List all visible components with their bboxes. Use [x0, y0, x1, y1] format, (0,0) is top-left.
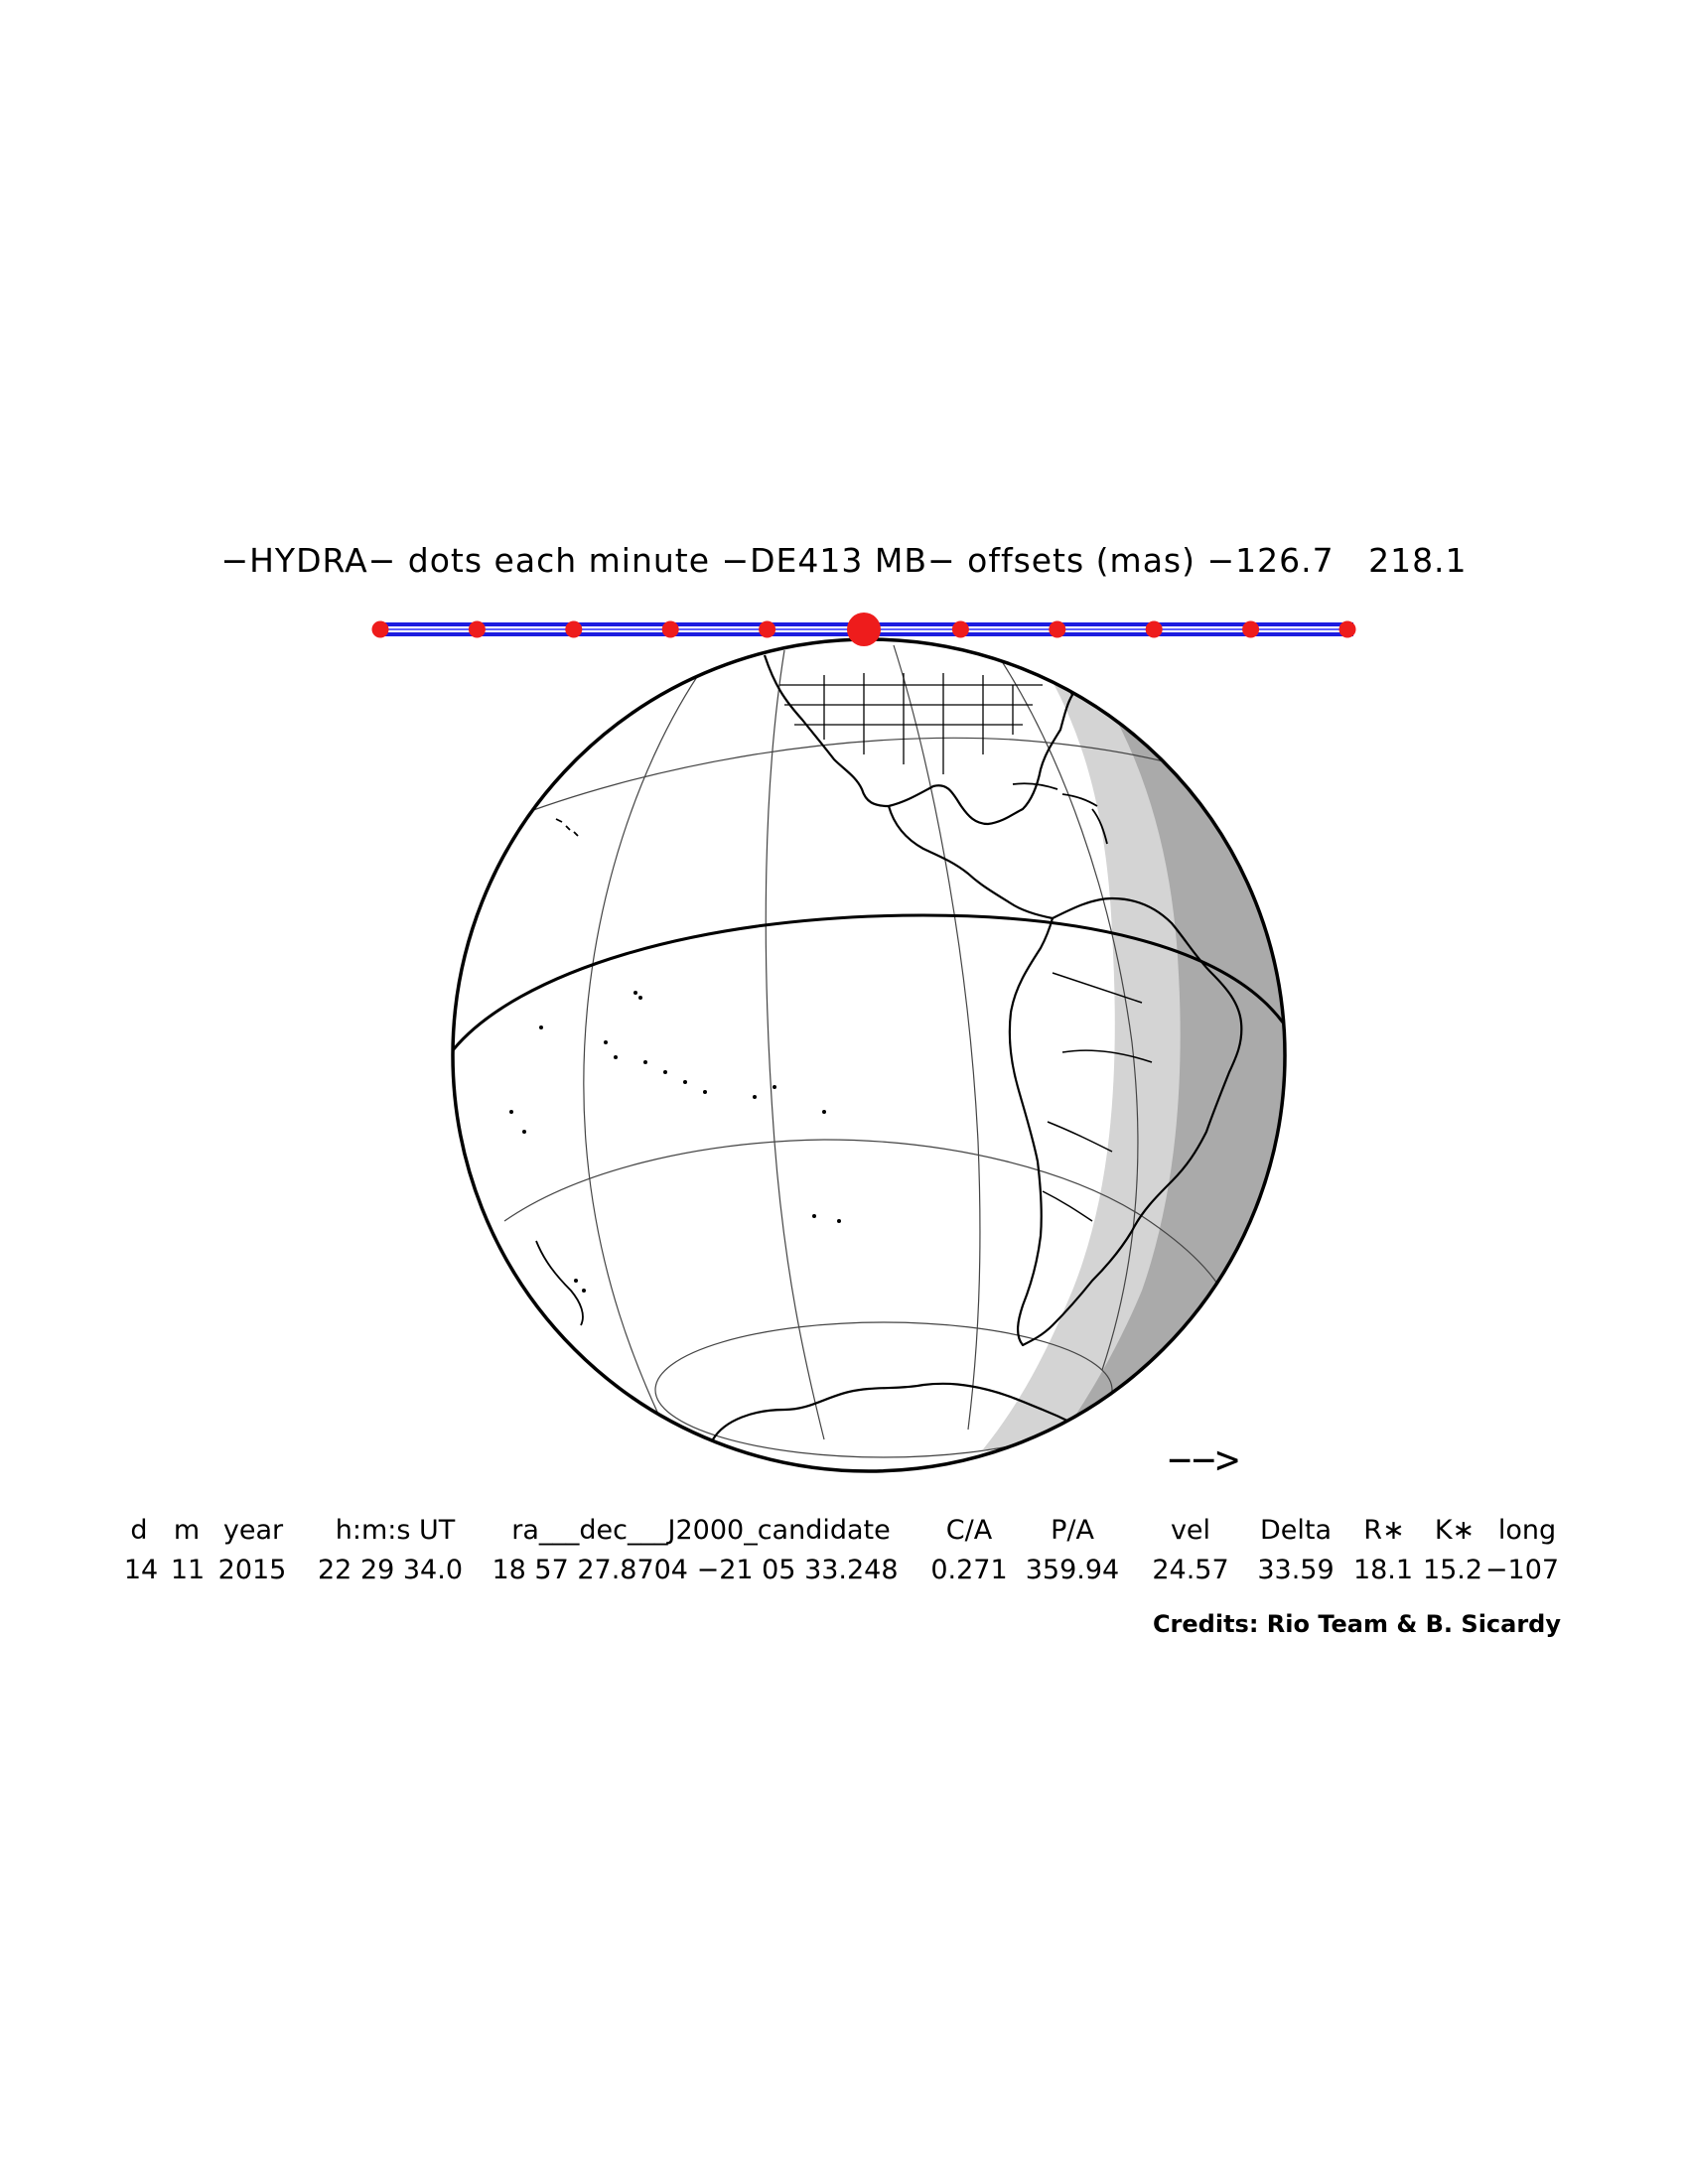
north-america-coast — [763, 654, 1074, 826]
track-dot — [1242, 620, 1260, 638]
info-header-row: d m year h:m:s UT ra___dec___J2000_candi… — [119, 1515, 1569, 1555]
header-long: long — [1497, 1515, 1557, 1546]
new-zealand-coast — [535, 1240, 584, 1326]
south-america-borders — [1042, 972, 1153, 1222]
track-dot — [468, 620, 486, 638]
track-dot — [1145, 620, 1163, 638]
direction-arrow-icon: −−> — [1168, 1437, 1240, 1483]
central-track-dot — [847, 613, 881, 646]
track-dot — [565, 620, 583, 638]
value-radec: 18 57 27.8704 −21 05 33.248 — [492, 1555, 899, 1585]
track-dot — [1049, 620, 1066, 638]
value-day: 14 — [123, 1555, 159, 1585]
occultation-track — [371, 613, 1356, 646]
value-month: 11 — [170, 1555, 206, 1585]
caribbean-islands — [1012, 782, 1108, 845]
night-shadow — [983, 639, 1285, 1449]
track-dot — [951, 620, 969, 638]
header-time: h:m:s UT — [335, 1515, 456, 1546]
antarctica-coast — [712, 1382, 1103, 1440]
value-long: −107 — [1484, 1555, 1560, 1585]
credits-text: Credits: Rio Team & B. Sicardy — [1152, 1610, 1561, 1638]
us-state-borders — [779, 673, 1043, 774]
header-delta: Delta — [1259, 1515, 1333, 1546]
value-delta: 33.59 — [1257, 1555, 1335, 1585]
central-america-coast — [887, 805, 1054, 920]
header-month: m — [173, 1515, 201, 1546]
meridian-line — [583, 664, 706, 1450]
meridian-line — [997, 654, 1139, 1371]
occultation-info-table: d m year h:m:s UT ra___dec___J2000_candi… — [119, 1515, 1569, 1594]
track-dot — [1338, 620, 1356, 638]
track-dots — [371, 613, 1356, 646]
hawaii-islands — [555, 818, 579, 837]
south-america-coast — [1008, 896, 1243, 1347]
meridian-line — [893, 644, 981, 1431]
header-year: year — [222, 1515, 284, 1546]
coastlines — [535, 654, 1243, 1440]
info-value-row: 14 11 2015 22 29 34.0 18 57 27.8704 −21 … — [119, 1555, 1569, 1594]
value-k-star: 15.2 — [1422, 1555, 1483, 1585]
header-r-star: R∗ — [1363, 1515, 1405, 1546]
globe-disk — [453, 639, 1285, 1471]
value-year: 2015 — [217, 1555, 287, 1585]
pacific-islands — [509, 991, 841, 1293]
night-zone — [1053, 639, 1285, 1449]
track-dot — [371, 620, 389, 638]
header-k-star: K∗ — [1434, 1515, 1476, 1546]
parallel-line — [503, 1139, 1232, 1311]
value-vel: 24.57 — [1152, 1555, 1229, 1585]
map-title: −HYDRA− dots each minute −DE413 MB− offs… — [220, 541, 1468, 580]
header-vel: vel — [1170, 1515, 1211, 1546]
value-r-star: 18.1 — [1352, 1555, 1414, 1585]
value-time: 22 29 34.0 — [318, 1555, 463, 1585]
header-pa: P/A — [1051, 1515, 1094, 1546]
header-day: d — [130, 1515, 148, 1546]
value-pa: 359.94 — [1025, 1555, 1120, 1585]
header-radec: ra___dec___J2000_candidate — [511, 1515, 891, 1546]
meridian-line — [765, 649, 825, 1440]
value-ca: 0.271 — [930, 1555, 1008, 1585]
parallel-line — [654, 1321, 1113, 1458]
equator-line — [453, 913, 1285, 1051]
header-ca: C/A — [945, 1515, 993, 1546]
track-dot — [759, 620, 776, 638]
track-dot — [661, 620, 679, 638]
